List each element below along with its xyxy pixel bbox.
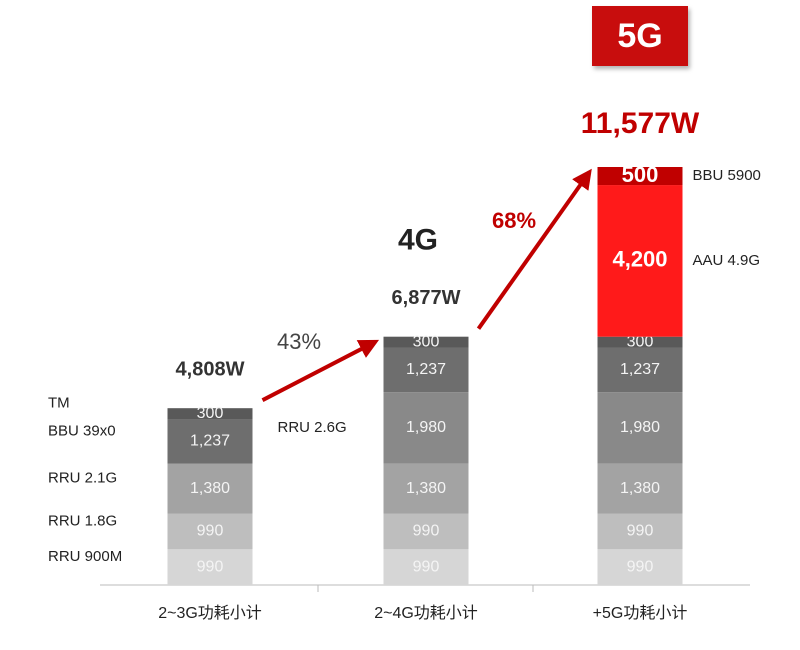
total-label: 6,877W (392, 287, 461, 309)
total-label: 4,808W (176, 358, 245, 380)
series-label: BBU 39x0 (48, 422, 116, 439)
bar-segment (383, 336, 469, 348)
segment-label: 990 (413, 523, 440, 540)
bar-segment (597, 513, 683, 550)
bar-segment (383, 392, 469, 464)
total-label: 11,577W (581, 107, 700, 140)
bar-segment (383, 463, 469, 514)
segment-label: 300 (197, 405, 224, 422)
bar-segment (597, 336, 683, 348)
bar-segment (383, 549, 469, 585)
badge (592, 6, 688, 66)
segment-label: 1,237 (620, 361, 660, 378)
group-label: 4G (398, 224, 438, 257)
series-label: AAU 4.9G (693, 252, 761, 269)
bar-segment (597, 463, 683, 514)
segment-label: 990 (627, 558, 654, 575)
segment-label: 300 (413, 333, 440, 350)
x-tick-label: +5G功耗小计 (593, 604, 688, 622)
growth-label: 43% (277, 329, 321, 354)
series-label: RRU 1.8G (48, 512, 117, 529)
bar-segment (167, 463, 253, 514)
segment-label: 1,237 (190, 433, 230, 450)
segment-label: 1,980 (620, 419, 660, 436)
x-tick-label: 2~3G功耗小计 (158, 604, 262, 622)
x-tick-label: 2~4G功耗小计 (374, 604, 478, 622)
bar-segment (167, 408, 253, 420)
growth-arrow (476, 168, 592, 330)
segment-label: 990 (197, 523, 224, 540)
segment-label: 1,380 (406, 480, 446, 497)
bar-segment (167, 513, 253, 550)
segment-label: 300 (627, 333, 654, 350)
bar-segment (383, 347, 469, 393)
series-label: RRU 2.1G (48, 470, 117, 487)
segment-label: 1,380 (620, 480, 660, 497)
segment-label: 990 (197, 558, 224, 575)
bar-segment (167, 549, 253, 585)
group-label: 5G (617, 17, 662, 55)
bar-segment (597, 392, 683, 464)
growth-label: 68% (492, 208, 536, 233)
segment-label: 1,237 (406, 361, 446, 378)
segment-label: 990 (413, 558, 440, 575)
series-label: RRU 900M (48, 548, 122, 565)
bar-segment (167, 419, 253, 464)
bar-segment (597, 185, 683, 337)
bar-segment (597, 167, 683, 186)
segment-label: 1,980 (406, 419, 446, 436)
bar-segment (383, 513, 469, 550)
segment-label: 990 (627, 523, 654, 540)
series-label: RRU 2.6G (278, 419, 347, 436)
segment-label: 4,200 (612, 247, 667, 272)
bar-segment (597, 549, 683, 585)
segment-label: 500 (622, 162, 659, 187)
bar-segment (597, 347, 683, 393)
series-label: TM (48, 395, 70, 412)
growth-arrow (261, 339, 380, 402)
segment-label: 1,380 (190, 480, 230, 497)
series-label: BBU 5900 (693, 167, 761, 184)
